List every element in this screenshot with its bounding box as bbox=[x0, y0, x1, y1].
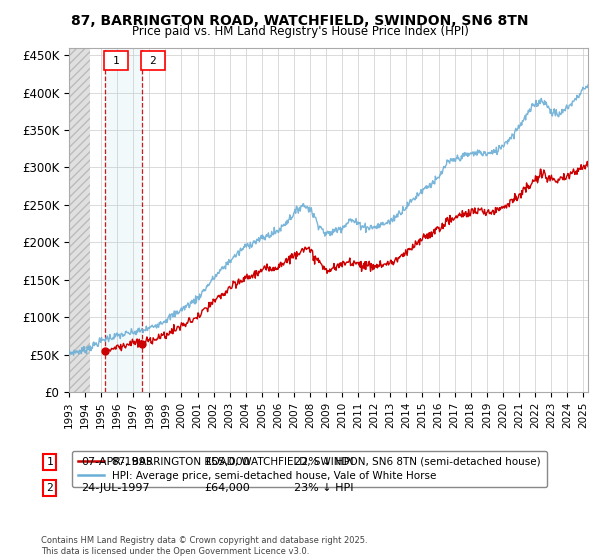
FancyBboxPatch shape bbox=[140, 52, 165, 70]
Text: 87, BARRINGTON ROAD, WATCHFIELD, SWINDON, SN6 8TN: 87, BARRINGTON ROAD, WATCHFIELD, SWINDON… bbox=[71, 14, 529, 28]
Text: £55,000: £55,000 bbox=[204, 457, 250, 467]
Text: 23% ↓ HPI: 23% ↓ HPI bbox=[294, 483, 353, 493]
Text: 07-APR-1995: 07-APR-1995 bbox=[81, 457, 153, 467]
Text: 1: 1 bbox=[113, 55, 119, 66]
Text: 2: 2 bbox=[46, 483, 53, 493]
FancyBboxPatch shape bbox=[104, 52, 128, 70]
Legend: 87, BARRINGTON ROAD, WATCHFIELD, SWINDON, SN6 8TN (semi-detached house), HPI: Av: 87, BARRINGTON ROAD, WATCHFIELD, SWINDON… bbox=[71, 451, 547, 487]
Text: Contains HM Land Registry data © Crown copyright and database right 2025.
This d: Contains HM Land Registry data © Crown c… bbox=[41, 536, 367, 556]
Bar bbox=[106, 48, 142, 392]
Text: 1: 1 bbox=[46, 457, 53, 467]
Text: £64,000: £64,000 bbox=[204, 483, 250, 493]
Text: 24-JUL-1997: 24-JUL-1997 bbox=[81, 483, 149, 493]
Text: 2: 2 bbox=[149, 55, 156, 66]
Text: 22% ↓ HPI: 22% ↓ HPI bbox=[294, 457, 353, 467]
Text: Price paid vs. HM Land Registry's House Price Index (HPI): Price paid vs. HM Land Registry's House … bbox=[131, 25, 469, 38]
